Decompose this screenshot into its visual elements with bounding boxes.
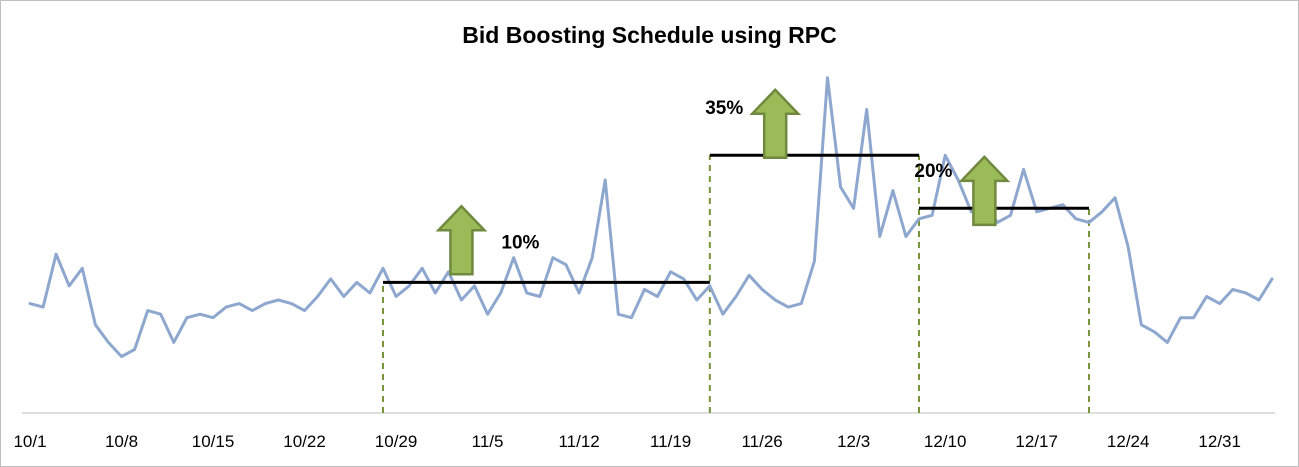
x-tick-label: 10/8 [105, 432, 138, 451]
boost-percent-label: 20% [914, 161, 952, 182]
rpc-series-line [28, 76, 1274, 358]
chart-title: Bid Boosting Schedule using RPC [462, 22, 837, 48]
x-tick-label: 12/24 [1107, 432, 1150, 451]
x-tick-label: 10/22 [283, 432, 326, 451]
x-tick-label: 12/17 [1015, 432, 1058, 451]
boost-percent-label: 35% [705, 98, 743, 119]
x-tick-label: 10/1 [13, 432, 46, 451]
boost-up-arrow-icon [435, 204, 488, 276]
x-tick-label: 12/31 [1198, 432, 1241, 451]
x-tick-label: 11/12 [558, 432, 599, 451]
x-tick-label: 10/29 [375, 432, 418, 451]
x-tick-label: 11/19 [650, 432, 691, 451]
x-tick-label: 12/3 [837, 432, 870, 451]
boost-up-arrow-icon [958, 155, 1011, 227]
x-tick-label: 10/15 [192, 432, 235, 451]
x-tick-label: 12/10 [924, 432, 967, 451]
boost-up-arrow-icon [749, 87, 802, 160]
x-tick-label: 11/26 [741, 432, 782, 451]
x-tick-label: 11/5 [472, 432, 504, 451]
boost-percent-label: 10% [501, 232, 539, 253]
